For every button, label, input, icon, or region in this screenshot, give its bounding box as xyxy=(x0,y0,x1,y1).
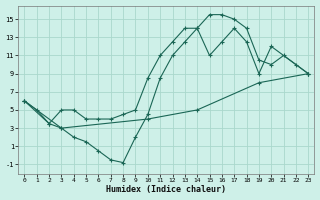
X-axis label: Humidex (Indice chaleur): Humidex (Indice chaleur) xyxy=(106,185,226,194)
